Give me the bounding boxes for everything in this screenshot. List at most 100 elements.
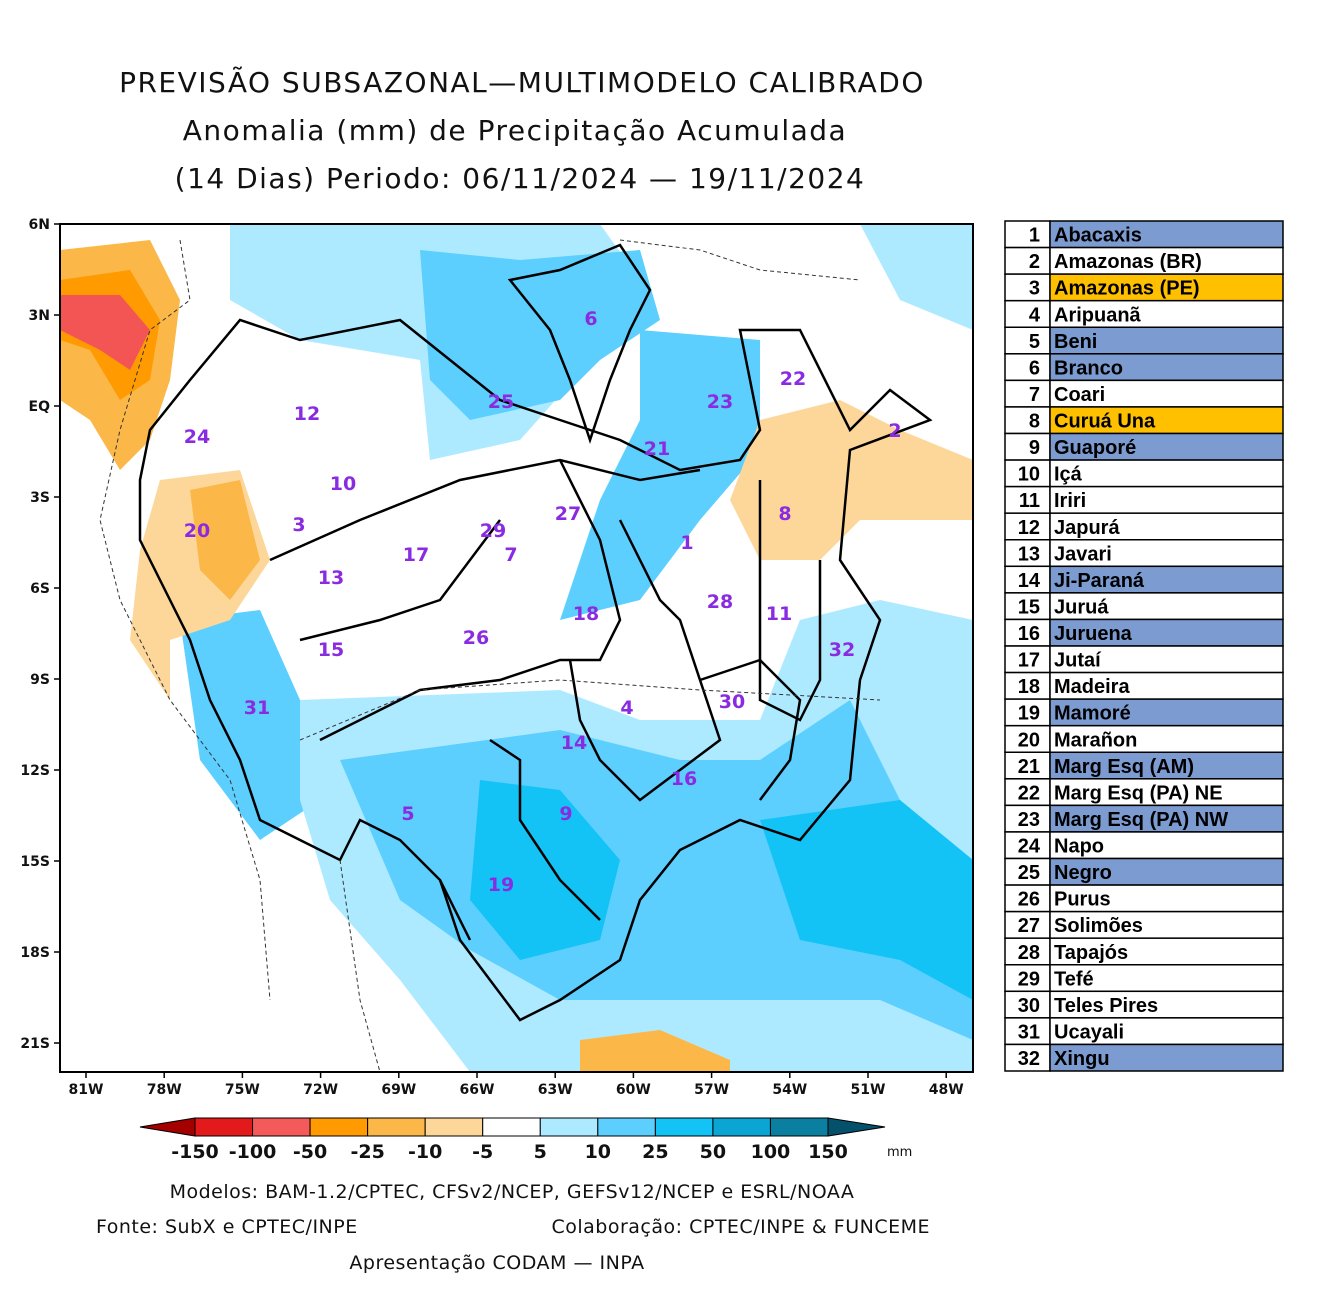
- legend-number: 14: [1018, 570, 1041, 592]
- legend-name-cell: [1049, 1017, 1284, 1046]
- lat-label: 9S: [30, 672, 50, 688]
- legend-name: Juruá: [1054, 596, 1109, 618]
- legend-name: Xingu: [1054, 1048, 1110, 1070]
- basin-number: 22: [780, 368, 806, 390]
- legend-name: Ji-Paraná: [1054, 570, 1145, 592]
- legend-number: 32: [1018, 1048, 1040, 1070]
- lon-label: 78W: [147, 1082, 182, 1098]
- legend-number: 15: [1018, 596, 1040, 618]
- colorbar-label: 25: [642, 1141, 668, 1163]
- lat-label: 6S: [30, 581, 50, 597]
- lat-label: EQ: [29, 399, 51, 415]
- legend-name: Purus: [1054, 889, 1111, 911]
- legend-number: 7: [1029, 384, 1040, 406]
- legend-number: 16: [1018, 623, 1040, 645]
- basin-number: 30: [719, 691, 745, 713]
- legend-number-cell: [1004, 353, 1051, 382]
- basin-outlines: [138, 243, 933, 1022]
- legend-name: Amazonas (BR): [1054, 251, 1202, 273]
- legend-number: 17: [1018, 650, 1040, 672]
- subtitle: Anomalia (mm) de Precipitação Acumulada: [183, 114, 847, 147]
- basin-outline: [507, 243, 652, 444]
- lon-label: 57W: [694, 1082, 729, 1098]
- legend-name: Marañon: [1054, 729, 1137, 751]
- legend-name: Coari: [1054, 384, 1105, 406]
- legend-number-cell: [1004, 592, 1051, 621]
- colorbar-label: -10: [408, 1141, 442, 1163]
- basin-number: 19: [488, 874, 514, 896]
- basin-number: 16: [671, 768, 697, 790]
- colorbar-label: 100: [751, 1141, 791, 1163]
- legend-name-cell: [1049, 406, 1284, 435]
- anomaly-field: [60, 224, 973, 1072]
- legend-name: Marg Esq (PA) NW: [1054, 809, 1228, 831]
- basin-number: 31: [244, 697, 270, 719]
- lat-label: 6N: [29, 217, 50, 233]
- legend-number-cell: [1004, 618, 1051, 647]
- lon-label: 48W: [929, 1082, 964, 1098]
- basin-number: 12: [294, 403, 320, 425]
- legend-number: 18: [1018, 676, 1040, 698]
- lat-label: 15S: [20, 854, 50, 870]
- legend-number-cell: [1004, 379, 1051, 408]
- legend-name-cell: [1049, 432, 1284, 461]
- legend-number-cell: [1004, 671, 1051, 700]
- legend-name: Beni: [1054, 331, 1097, 353]
- basin-number: 14: [561, 732, 587, 754]
- lon-label: 81W: [69, 1082, 104, 1098]
- legend-name-cell: [1049, 724, 1284, 753]
- lon-label: 69W: [381, 1082, 416, 1098]
- legend-number: 2: [1029, 251, 1040, 273]
- blue-area: [470, 780, 620, 960]
- legend-name: Amazonas (PE): [1054, 278, 1200, 300]
- legend-name-cell: [1049, 512, 1284, 541]
- orange-area: [190, 480, 260, 600]
- legend-name-cell: [1049, 910, 1284, 939]
- colorbar-label: 50: [700, 1141, 726, 1163]
- blue-area: [760, 800, 973, 1000]
- colorbar-segment: [194, 1117, 254, 1137]
- legend-name-cell: [1049, 671, 1284, 700]
- basin-outline: [269, 458, 701, 742]
- legend-name-cell: [1049, 273, 1284, 302]
- basin-number: 29: [480, 520, 506, 542]
- basin-number: 15: [318, 639, 344, 661]
- legend-number-cell: [1004, 1017, 1051, 1046]
- lon-label: 75W: [225, 1082, 260, 1098]
- basin-outline: [299, 480, 822, 941]
- legend-name-cell: [1049, 618, 1284, 647]
- lon-label: 63W: [538, 1082, 573, 1098]
- colorbar-segment: [597, 1117, 656, 1137]
- basin-number: 3: [292, 514, 305, 536]
- colorbar-label: -100: [229, 1141, 277, 1163]
- legend-number-cell: [1004, 432, 1051, 461]
- colorbar-label: -5: [472, 1141, 493, 1163]
- basin-number: 21: [644, 438, 670, 460]
- legend-number: 3: [1029, 278, 1040, 300]
- basin-number: 2: [888, 420, 901, 442]
- legend-number: 4: [1029, 304, 1041, 326]
- legend-name-cell: [1049, 459, 1284, 488]
- legend-name: Teles Pires: [1054, 995, 1158, 1017]
- colorbar: -150 -100 -50 -25 -10 -5 5 10 25 50 100 150 mm: [139, 1117, 912, 1163]
- legend-number-cell: [1004, 724, 1051, 753]
- lat-label: 18S: [20, 945, 50, 961]
- legend-number: 29: [1018, 968, 1040, 990]
- basin-number: 18: [573, 603, 599, 625]
- legend-number: 9: [1029, 437, 1040, 459]
- blue-area: [180, 610, 320, 840]
- colorbar-segment: [654, 1117, 714, 1137]
- legend-number: 13: [1018, 543, 1040, 565]
- blue-area: [860, 224, 973, 330]
- basin-number: 20: [184, 520, 210, 542]
- legend-name-cell: [1049, 937, 1284, 966]
- lon-label: 66W: [460, 1082, 495, 1098]
- colorbar-segment: [769, 1117, 829, 1137]
- legend-name-cell: [1049, 565, 1284, 594]
- colorbar-label: 5: [534, 1141, 547, 1163]
- legend-name-cell: [1049, 485, 1284, 514]
- legend-name-cell: [1049, 299, 1284, 328]
